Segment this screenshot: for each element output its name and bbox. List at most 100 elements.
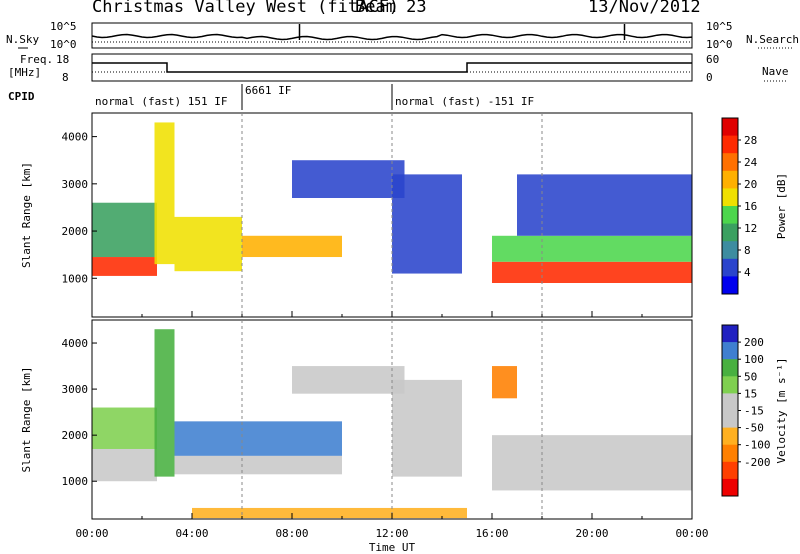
heatmap-region <box>192 507 467 519</box>
colorbar-tick-label: -200 <box>744 456 771 469</box>
heatmap-region <box>492 435 692 491</box>
nsearch-label: N.Search <box>746 33 799 46</box>
nsky-panel <box>91 22 693 49</box>
y-tick-label: 4000 <box>62 131 89 144</box>
colorbar-tick-label: 15 <box>744 387 757 400</box>
chart-title: Christmas Valley West (fitACF) <box>92 0 400 17</box>
y-tick-label: 2000 <box>62 225 89 238</box>
colorbar-tick-label: -50 <box>744 422 764 435</box>
x-axis-label: Time UT <box>369 541 416 554</box>
colorbar-tick-label: 12 <box>744 222 757 235</box>
heatmap-region <box>92 202 157 258</box>
colorbar-title: Velocity [m s⁻¹] <box>775 358 788 464</box>
heatmap-region <box>92 257 157 276</box>
nave-label: Nave <box>762 65 789 78</box>
nave-tick: 60 <box>706 53 719 66</box>
freq-line <box>92 62 692 73</box>
freq-label: Freq. <box>20 53 53 66</box>
freq-tick: 8 <box>62 71 69 84</box>
colorbar-tick-label: 200 <box>744 336 764 349</box>
cpid-segment: normal (fast) 151 IF <box>95 95 227 108</box>
colorbar-swatch <box>722 135 738 154</box>
colorbar-tick-label: -15 <box>744 405 764 418</box>
colorbar-title: Power [dB] <box>775 173 788 239</box>
colorbar-tick-label: -100 <box>744 439 771 452</box>
x-tick-label: 20:00 <box>575 527 608 540</box>
heatmap-region <box>174 216 242 272</box>
nsky-tick: 10^0 <box>50 38 77 51</box>
cpid-segment: 6661 IF <box>245 84 291 97</box>
colorbar-swatch <box>722 359 738 377</box>
y-axis-label: Slant Range [km] <box>20 162 33 268</box>
colorbar-tick-label: 100 <box>744 353 764 366</box>
freq-unit: [MHz] <box>8 66 41 79</box>
heatmap-region <box>174 455 342 475</box>
x-tick-label: 04:00 <box>175 527 208 540</box>
colorbar-swatch <box>722 153 738 172</box>
colorbar-swatch <box>722 342 738 360</box>
colorbar-tick-label: 20 <box>744 178 757 191</box>
x-tick-label: 12:00 <box>375 527 408 540</box>
date-label: 13/Nov/2012 <box>588 0 701 17</box>
colorbar-swatch <box>722 170 738 189</box>
nave-tick: 0 <box>706 71 713 84</box>
x-tick-label: 00:00 <box>675 527 708 540</box>
heatmap-region <box>492 366 517 399</box>
y-tick-label: 3000 <box>62 383 89 396</box>
beam-label: Beam 23 <box>355 0 427 17</box>
nsearch-tick: 10^5 <box>706 20 733 33</box>
colorbar-swatch <box>722 410 738 429</box>
y-tick-label: 1000 <box>62 272 89 285</box>
cpid-segment: normal (fast) -151 IF <box>395 95 534 108</box>
nsky-tick: 10^5 <box>50 20 77 33</box>
colorbar-tick-label: 28 <box>744 134 757 147</box>
freq-panel <box>91 53 693 82</box>
colorbar-swatch <box>722 223 738 242</box>
colorbar-swatch <box>722 478 738 497</box>
colorbar-tick-label: 50 <box>744 370 757 383</box>
heatmap-region <box>292 366 405 394</box>
nsky-line <box>91 33 693 41</box>
x-tick-label: 00:00 <box>75 527 108 540</box>
x-tick-label: 16:00 <box>475 527 508 540</box>
nsky-label: N.Sky <box>6 33 39 46</box>
heatmap-region <box>392 174 462 274</box>
nsearch-tick: 10^0 <box>706 38 733 51</box>
heatmap-region <box>492 261 692 283</box>
colorbar-swatch <box>722 393 738 411</box>
colorbar-swatch <box>722 444 738 463</box>
heatmap-region <box>392 379 462 477</box>
colorbar-swatch <box>722 325 738 343</box>
colorbar-swatch <box>722 461 738 480</box>
y-tick-label: 4000 <box>62 337 89 350</box>
colorbar-swatch <box>722 241 738 260</box>
heatmap-region <box>292 160 405 198</box>
colorbar-tick-label: 24 <box>744 156 758 169</box>
colorbar-swatch <box>722 427 738 446</box>
heatmap-region <box>154 329 175 477</box>
colorbar-swatch <box>722 206 738 225</box>
y-tick-label: 2000 <box>62 429 89 442</box>
colorbar-tick-label: 16 <box>744 200 757 213</box>
colorbar-swatch <box>722 118 738 137</box>
colorbar-tick-label: 4 <box>744 266 751 279</box>
y-tick-label: 3000 <box>62 178 89 191</box>
y-tick-label: 1000 <box>62 475 89 488</box>
freq-tick: 18 <box>56 53 69 66</box>
colorbar-tick-label: 8 <box>744 244 751 257</box>
heatmap-region <box>242 235 342 258</box>
colorbar-swatch <box>722 376 738 394</box>
heatmap-region <box>92 448 157 482</box>
x-tick-label: 08:00 <box>275 527 308 540</box>
heatmap-region <box>154 122 175 265</box>
heatmap-region <box>492 235 692 262</box>
y-axis-label: Slant Range [km] <box>20 367 33 473</box>
colorbar-swatch <box>722 276 738 295</box>
cpid-label: CPID <box>8 90 35 103</box>
colorbar-swatch <box>722 258 738 277</box>
heatmap-region <box>517 174 692 236</box>
colorbar-swatch <box>722 188 738 207</box>
heatmap-region <box>174 421 342 456</box>
heatmap-region <box>92 407 157 449</box>
